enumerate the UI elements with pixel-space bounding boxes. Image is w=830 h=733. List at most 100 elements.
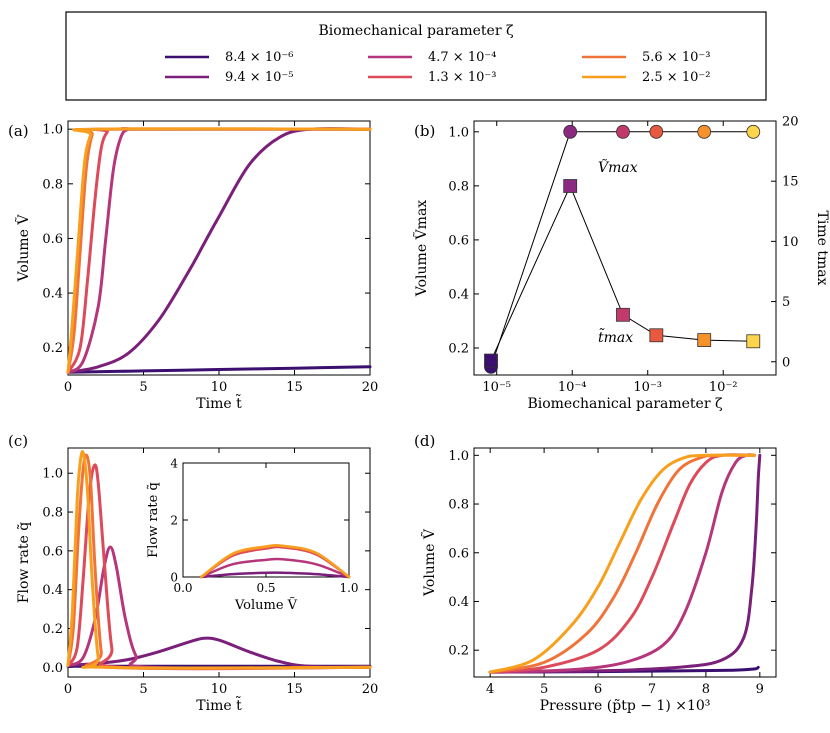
series-line-8.4e-6: [66, 365, 372, 374]
tmax-marker: [649, 328, 664, 343]
x-tick-label: 4: [486, 682, 494, 697]
x-tick-label: 20: [362, 682, 379, 697]
y-tick-label: 0.2: [448, 644, 469, 659]
series-line-9.4e-5: [66, 636, 372, 669]
x-tick-label: 0: [64, 380, 72, 395]
y-tick-label: 1.0: [448, 125, 469, 140]
x-tick-label: 6: [594, 682, 602, 697]
x-tick-label: 1.0: [339, 581, 358, 595]
series-line-2.5e-2: [488, 453, 756, 674]
x-axis-label: Pressure (p̃tp − 1) ×10³: [540, 698, 711, 714]
x-tick-label: 10⁻²: [709, 380, 738, 395]
y-tick-label: 0.6: [42, 232, 63, 247]
x-axis-label: Time t̃: [196, 393, 242, 412]
y-tick-label: 0.2: [448, 341, 469, 356]
panel-b: 10⁻⁵ 10⁻⁴ 10⁻³ 10⁻² 0.2 0.4 0.6 0.8 1.0 Biomechan…: [412, 115, 830, 413]
panel-a: 0 5 10 15 20 0.2 0.4 0.6 0.8 1.0 Time t̃ Volume Ṽ: [14, 120, 379, 412]
y-right-tick-label: 20: [782, 115, 799, 130]
series-line-9.4e-5: [200, 571, 351, 579]
series-line-9.4e-5: [488, 453, 762, 674]
y-tick-label: 2: [170, 514, 178, 528]
y-tick-label: 0.8: [448, 179, 469, 194]
panel-label-d: (d): [414, 432, 435, 450]
series-line-4.7e-4: [488, 453, 756, 674]
y-tick-label: 0.2: [42, 622, 63, 637]
x-tick-label: 0.0: [173, 581, 192, 595]
panel-label-a: (a): [8, 122, 29, 140]
vmax-marker: [563, 124, 578, 139]
y-right-tick-label: 5: [782, 295, 790, 310]
legend-label: 1.3 × 10⁻³: [428, 70, 496, 85]
y-tick-label: 0.0: [42, 661, 63, 676]
y-tick-label: 0.6: [448, 546, 469, 561]
tmax-marker: [616, 307, 630, 322]
axes-frame: [473, 447, 777, 678]
x-tick-label: 10⁻⁵: [482, 380, 511, 395]
panel-c-inset: 0.0 0.5 1.0 0 2 4 Volume Ṽ Flow rate q̃: [146, 457, 359, 614]
y-tick-label: 0.4: [448, 287, 469, 302]
legend-title: Biomechanical parameter ζ: [318, 23, 514, 39]
x-tick-label: 7: [648, 682, 656, 697]
vmax-marker: [649, 124, 664, 139]
panel-label-c: (c): [8, 432, 28, 450]
y-tick-label: 0.8: [448, 498, 469, 513]
y-tick-label: 0.4: [42, 583, 63, 598]
y-tick-label: 0.8: [42, 177, 63, 192]
tmax-annotation: t̃max: [598, 327, 633, 346]
series-line-4.7e-4: [200, 557, 351, 579]
y-axis-label: Flow rate q̃: [146, 482, 161, 558]
x-tick-label: 10⁻⁴: [558, 380, 587, 395]
tmax-marker: [563, 179, 578, 193]
x-tick-label: 5: [139, 380, 147, 395]
tmax-line: [490, 184, 754, 361]
x-tick-label: 15: [286, 682, 303, 697]
y-tick-label: 0.4: [448, 595, 469, 610]
legend-label: 8.4 × 10⁻⁶: [225, 50, 293, 65]
tmax-marker: [746, 334, 761, 349]
vmax-marker: [746, 124, 761, 139]
y-right-tick-label: 15: [782, 175, 799, 190]
y-tick-label: 4: [170, 457, 178, 471]
x-tick-label: 10: [211, 682, 228, 697]
vmax-line: [490, 131, 754, 368]
legend-label: 2.5 × 10⁻²: [642, 70, 710, 85]
x-axis-label: Biomechanical parameter ζ: [527, 396, 723, 412]
y-tick-label: 0.6: [448, 233, 469, 248]
y-axis-label: Volume Ṽ: [420, 528, 438, 597]
legend-label: 5.6 × 10⁻³: [642, 50, 710, 65]
x-axis-label: Time t̃: [196, 695, 242, 714]
y-tick-label: 0.4: [42, 287, 63, 302]
x-tick-label: 10⁻³: [633, 380, 662, 395]
tmax-marker: [697, 333, 712, 347]
y-axis-label: Volume Ṽ: [14, 214, 32, 283]
x-tick-label: 5: [540, 682, 548, 697]
x-tick-label: 10: [211, 380, 228, 395]
x-tick-label: 0: [64, 682, 72, 697]
x-tick-label: 0.5: [256, 581, 275, 595]
legend: Biomechanical parameter ζ 8.4 × 10⁻⁶ 9.4 …: [65, 11, 767, 101]
y-tick-label: 1.0: [42, 467, 63, 482]
x-tick-label: 5: [139, 682, 147, 697]
y-right-tick-label: 0: [782, 355, 790, 370]
legend-label: 4.7 × 10⁻⁴: [428, 50, 496, 65]
panel-label-b: (b): [414, 122, 435, 140]
series-line-5.6e-3: [488, 453, 756, 674]
y-tick-label: 0.2: [42, 341, 63, 356]
y-tick-label: 0.6: [42, 544, 63, 559]
tmax-marker: [484, 353, 498, 368]
y-axis-label: Flow rate q̃: [16, 522, 32, 603]
x-tick-label: 15: [286, 380, 303, 395]
y-tick-label: 0: [170, 571, 178, 585]
y-right-tick-label: 10: [782, 235, 799, 250]
vmax-annotation: Ṽmax: [598, 158, 638, 176]
axes-frame: [67, 120, 371, 376]
x-axis-label: Volume Ṽ: [234, 597, 298, 613]
y-tick-label: 1.0: [448, 449, 469, 464]
axes-frame: [473, 120, 777, 376]
y-right-axis-label: Time t̃max: [814, 211, 830, 286]
series-line-2.5e-2: [200, 544, 351, 579]
series-line-9.4e-5: [66, 127, 372, 374]
x-tick-label: 20: [362, 380, 379, 395]
vmax-marker: [697, 124, 712, 139]
